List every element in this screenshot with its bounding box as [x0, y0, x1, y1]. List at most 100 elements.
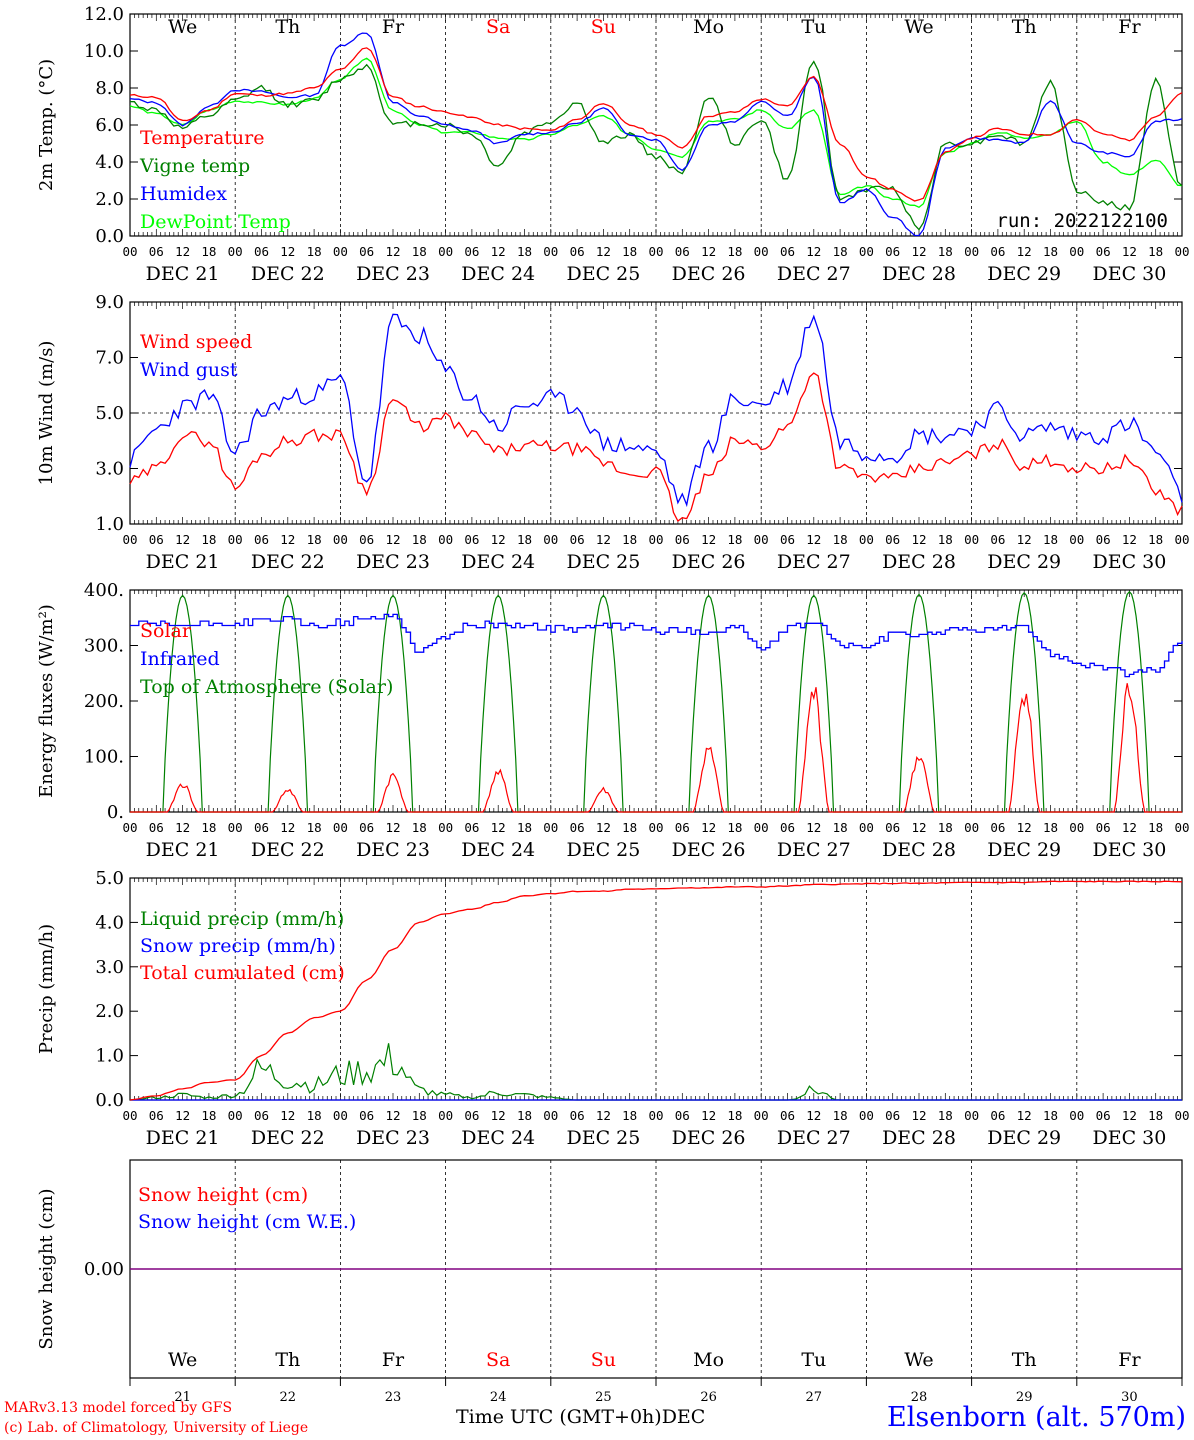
hour-tick-label: 06	[885, 244, 900, 259]
date-label: DEC 24	[461, 551, 535, 573]
y-tick-label: 2.0	[95, 1001, 124, 1022]
date-label: DEC 30	[1092, 263, 1166, 285]
day-name: We	[168, 16, 197, 38]
hour-tick-label: 00	[1069, 244, 1084, 259]
hour-tick-label: 00	[228, 1108, 243, 1123]
hour-tick-label: 18	[833, 244, 848, 259]
hour-tick-label: 12	[175, 532, 190, 547]
day-name: Fr	[1118, 16, 1141, 38]
hour-tick-label: 18	[412, 820, 427, 835]
hour-tick-label: 12	[175, 1108, 190, 1123]
hour-tick-label: 18	[938, 820, 953, 835]
day-name: Su	[591, 1349, 616, 1371]
hour-tick-label: 00	[1069, 532, 1084, 547]
hour-tick-label: 12	[1122, 532, 1137, 547]
hour-tick-label: 00	[438, 532, 453, 547]
day-name: Fr	[1118, 1349, 1141, 1371]
y-tick-label: 4.0	[95, 912, 124, 933]
hour-tick-label: 00	[964, 820, 979, 835]
hour-tick-label: 06	[359, 1108, 374, 1123]
hour-tick-label: 06	[149, 820, 164, 835]
date-label: DEC 21	[146, 839, 220, 861]
y-tick-label: 7.0	[95, 348, 124, 369]
series-line-blue	[130, 613, 1183, 678]
y-tick-label: 6.0	[95, 115, 124, 136]
hour-tick-label: 06	[885, 532, 900, 547]
day-name: Fr	[382, 16, 405, 38]
hour-tick-label: 00	[1069, 820, 1084, 835]
hour-tick-label: 12	[280, 820, 295, 835]
y-tick-label: 0.0	[95, 226, 124, 247]
date-label: DEC 27	[777, 551, 851, 573]
hour-tick-label: 12	[701, 820, 716, 835]
hour-tick-label: 00	[228, 820, 243, 835]
hour-tick-label: 00	[859, 1108, 874, 1123]
hour-tick-label: 18	[517, 532, 532, 547]
day-number: 29	[1016, 1390, 1033, 1405]
y-tick-label: 3.0	[95, 459, 124, 480]
hour-tick-label: 12	[596, 244, 611, 259]
day-name: Sa	[486, 16, 510, 38]
hour-tick-label: 06	[990, 1108, 1005, 1123]
hour-tick-label: 06	[570, 532, 585, 547]
day-number: 21	[174, 1390, 191, 1405]
hour-tick-label: 18	[938, 244, 953, 259]
hour-tick-label: 18	[833, 1108, 848, 1123]
legend-red: Wind speed	[140, 331, 252, 353]
day-name: Th	[1012, 16, 1037, 38]
hour-tick-label: 00	[122, 820, 137, 835]
date-label: DEC 30	[1092, 1127, 1166, 1149]
hour-tick-label: 06	[570, 244, 585, 259]
day-name: Th	[275, 16, 300, 38]
day-name: Mo	[693, 16, 724, 38]
y-tick-label: 1.0	[95, 514, 124, 535]
hour-tick-label: 12	[491, 1108, 506, 1123]
series-line-blue	[129, 313, 1183, 508]
date-label: DEC 29	[987, 263, 1061, 285]
date-label: DEC 25	[566, 839, 640, 861]
hour-tick-label: 06	[149, 1108, 164, 1123]
y-tick-label: 100.	[84, 747, 124, 768]
y-axis-label: Precip (mm/h)	[36, 924, 57, 1054]
day-name: Fr	[382, 1349, 405, 1371]
date-label: DEC 26	[672, 839, 746, 861]
hour-tick-label: 00	[859, 532, 874, 547]
hour-tick-label: 12	[280, 532, 295, 547]
hour-tick-label: 00	[228, 532, 243, 547]
hour-tick-label: 18	[1148, 532, 1163, 547]
hour-tick-label: 12	[806, 532, 821, 547]
hour-tick-label: 06	[149, 244, 164, 259]
day-name: Mo	[693, 1349, 724, 1371]
hour-tick-label: 06	[1096, 820, 1111, 835]
hour-tick-label: 00	[754, 820, 769, 835]
date-label: DEC 24	[461, 263, 535, 285]
hour-tick-label: 12	[806, 1108, 821, 1123]
hour-tick-label: 00	[543, 820, 558, 835]
hour-tick-label: 12	[491, 820, 506, 835]
hour-tick-label: 12	[385, 820, 400, 835]
y-tick-label: 300.	[84, 636, 124, 657]
day-number: 25	[595, 1390, 612, 1405]
date-label: DEC 26	[672, 551, 746, 573]
hour-tick-label: 18	[833, 532, 848, 547]
hour-tick-label: 18	[1148, 1108, 1163, 1123]
y-tick-label: 0.0	[95, 1090, 124, 1111]
hour-tick-label: 06	[780, 532, 795, 547]
day-name: We	[904, 1349, 933, 1371]
hour-tick-label: 00	[1174, 532, 1189, 547]
hour-tick-label: 18	[201, 1108, 216, 1123]
hour-tick-label: 18	[412, 1108, 427, 1123]
hour-tick-label: 06	[359, 820, 374, 835]
hour-tick-label: 12	[911, 532, 926, 547]
panel-4: Precip (mm/h) 0.0 1.0 2.0 3.0 4.0 5.0 00 06 12 18 0…	[36, 868, 1190, 1149]
legend-red: Snow height (cm)	[138, 1184, 308, 1206]
hour-tick-label: 12	[1122, 1108, 1137, 1123]
hour-tick-label: 00	[543, 1108, 558, 1123]
legend-blue: Snow precip (mm/h)	[140, 935, 336, 957]
hour-tick-label: 12	[1017, 820, 1032, 835]
panel-3: Energy fluxes (W/m²) 0. 100. 200. 300. 400. 00…	[36, 580, 1190, 861]
date-label: DEC 21	[146, 551, 220, 573]
date-label: DEC 23	[356, 839, 430, 861]
legend-blue: Wind gust	[140, 359, 238, 381]
hour-tick-label: 12	[385, 244, 400, 259]
